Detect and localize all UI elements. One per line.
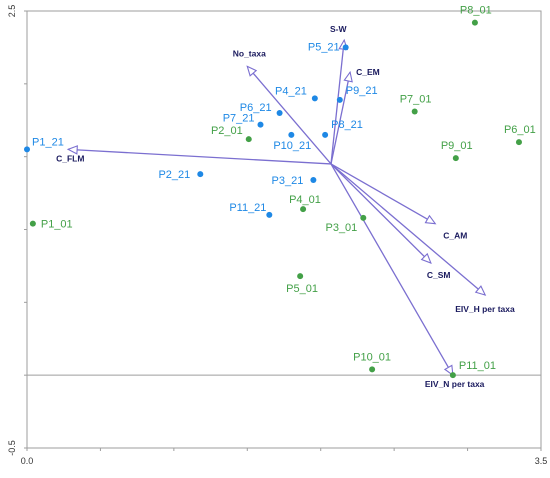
point-label-p11-21: P11_21 (229, 202, 266, 214)
point-label-p9-01: P9_01 (441, 140, 473, 152)
vector-label-s-w: S-W (330, 24, 348, 34)
point-p5-01 (297, 273, 304, 280)
vector-label-c-am: C_AM (443, 231, 467, 241)
point-label-p5-21: P5_21 (308, 41, 340, 53)
vector-no-taxa (246, 65, 332, 165)
point-label-p5-01: P5_01 (286, 283, 318, 295)
point-label-p7-21: P7_21 (223, 113, 255, 125)
x-tick-label: 0.0 (21, 456, 34, 466)
vector-c-em (330, 70, 353, 165)
point-label-p6-01: P6_01 (504, 124, 536, 136)
point-p8-21 (322, 131, 329, 138)
point-label-p11-01: P11_01 (459, 360, 496, 372)
vector-c-am (330, 163, 437, 225)
point-p11-21 (266, 211, 273, 218)
vector-label-c-em: C_EM (356, 67, 380, 77)
point-label-p1-01: P1_01 (41, 219, 73, 231)
point-label-p1-21: P1_21 (32, 136, 64, 148)
x-tick-label: 3.5 (535, 456, 548, 466)
y-tick-label: 2.5 (7, 5, 17, 18)
point-label-p8-21: P8_21 (331, 119, 363, 131)
vector-c-flm (66, 145, 332, 165)
point-label-p2-21: P2_21 (158, 169, 190, 181)
point-label-p3-21: P3_21 (272, 175, 304, 187)
vector-c-sm (330, 163, 432, 264)
point-p7-21 (257, 121, 264, 128)
point-p6-01 (515, 139, 522, 146)
vector-label-eiv-n-per-taxa: EIV_N per taxa (425, 379, 485, 389)
vector-label-eiv-h-per-taxa: EIV_H per taxa (455, 304, 515, 314)
point-p6-21 (276, 109, 283, 116)
vector-eiv-n-per-taxa (330, 163, 454, 377)
point-p7-01 (411, 108, 418, 115)
point-p10-01 (369, 366, 376, 373)
point-p4-01 (300, 206, 307, 213)
point-p8-01 (471, 19, 478, 26)
point-label-p8-01: P8_01 (460, 5, 492, 17)
point-label-p3-01: P3_01 (325, 222, 357, 234)
vector-label-no-taxa: No_taxa (233, 48, 266, 58)
point-p9-01 (452, 155, 459, 162)
point-p3-01 (360, 214, 367, 221)
point-p1-01 (29, 220, 36, 227)
point-p10-21 (288, 131, 295, 138)
vector-s-w (330, 38, 349, 165)
y-tick-label: -0.5 (7, 440, 17, 456)
point-label-p4-21: P4_21 (275, 85, 307, 97)
point-p11-01 (449, 372, 456, 379)
point-label-p9-21: P9_21 (346, 85, 378, 97)
point-label-p6-21: P6_21 (240, 102, 272, 114)
point-p5-21 (342, 44, 349, 51)
vector-eiv-h-per-taxa (330, 163, 487, 296)
point-label-p10-21: P10_21 (273, 140, 311, 152)
point-p9-21 (336, 96, 343, 103)
point-p2-01 (245, 136, 252, 143)
point-label-p2-01: P2_01 (211, 125, 243, 137)
point-label-p10-01: P10_01 (353, 351, 391, 363)
point-p3-21 (310, 176, 317, 183)
point-p2-21 (197, 171, 204, 178)
vector-label-c-flm: C_FLM (56, 153, 84, 163)
point-p4-21 (311, 95, 318, 102)
vectors-layer: S-W No_taxa C_EM C_FLM C_AM C_SM EIV_H per tax… (56, 24, 515, 389)
point-label-p4-01: P4_01 (289, 194, 321, 206)
vector-label-c-sm: C_SM (427, 270, 451, 280)
point-p1-21 (24, 146, 30, 153)
point-label-p7-01: P7_01 (400, 94, 432, 106)
